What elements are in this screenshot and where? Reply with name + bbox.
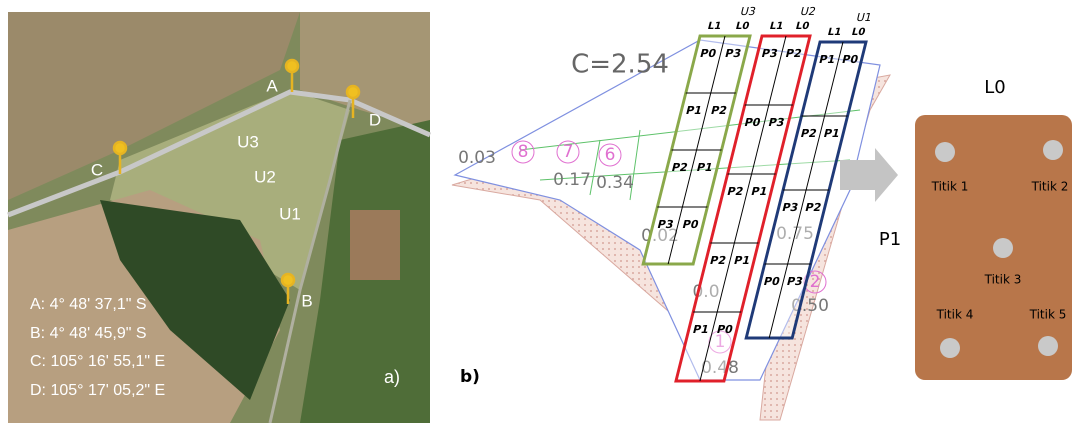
point-label: Titik 2	[1031, 180, 1069, 194]
point-label: Titik 4	[936, 308, 974, 322]
sample-point	[940, 338, 960, 358]
cell-label: P3	[767, 116, 786, 129]
cell-label: P2	[709, 254, 728, 267]
zone-number: 8	[518, 142, 529, 162]
strip-name: U2	[799, 5, 817, 18]
cell-label: P3	[785, 275, 804, 288]
zone-value: 0.03	[458, 148, 496, 168]
zone-value: 0.17	[553, 170, 591, 190]
coordinate: C: 105° 16' 55,1" E	[30, 353, 165, 370]
point-label: Titik 1	[931, 180, 969, 194]
cell-label: P1	[733, 254, 752, 267]
cell-label: P2	[804, 201, 823, 214]
cell-label: P3	[656, 218, 675, 231]
figure: ABCDU3U2U1A: 4° 48' 37,1" SB: 4° 48' 45,…	[0, 0, 1079, 423]
plot-label: P1	[879, 229, 901, 250]
sample-point	[993, 238, 1013, 258]
plot-label: U2	[254, 167, 276, 186]
coordinate: B: 4° 48' 45,9" S	[30, 325, 147, 342]
cell-label: P1	[818, 53, 837, 66]
cell-label: P1	[695, 161, 714, 174]
line-label: L0	[794, 21, 810, 32]
zone-number: 2	[810, 272, 821, 292]
point-label: Titik 3	[984, 273, 1022, 287]
line-label: L1	[706, 21, 722, 32]
sample-point	[1043, 140, 1063, 160]
strip-name: U1	[855, 11, 873, 24]
cell-label: P2	[726, 185, 745, 198]
point-label: Titik 5	[1029, 308, 1067, 322]
plot-label: U3	[237, 132, 259, 151]
coordinate: A: 4° 48' 37,1" S	[30, 296, 147, 313]
line-label: L1	[826, 27, 842, 38]
marker-label: A	[266, 76, 278, 95]
cell-label: P1	[750, 185, 769, 198]
zone-number: 6	[605, 145, 616, 165]
cell-label: P2	[799, 127, 818, 140]
page: ABCDU3U2U1A: 4° 48' 37,1" SB: 4° 48' 45,…	[0, 0, 1079, 423]
line-label: L0	[850, 27, 866, 38]
marker-label: C	[91, 160, 103, 179]
strip-name: U3	[739, 5, 757, 18]
coordinate: D: 105° 17' 05,2" E	[30, 382, 165, 399]
cell-label: P2	[670, 161, 689, 174]
cell-label: P3	[781, 201, 800, 214]
line-label: L1	[768, 21, 784, 32]
sample-point	[1038, 336, 1058, 356]
zone-value: 0.34	[596, 173, 634, 193]
cell-label: P2	[709, 104, 728, 117]
marker-label: B	[301, 291, 312, 310]
cell-label: P1	[691, 323, 710, 336]
marker-label: D	[369, 110, 381, 129]
panel-label: a)	[384, 367, 400, 387]
zone-number: 7	[563, 142, 574, 162]
c-value: C=2.54	[571, 50, 669, 80]
plot-label: U1	[279, 204, 301, 223]
cell-label: P1	[684, 104, 703, 117]
cell-label: P1	[822, 127, 841, 140]
cell-label: P2	[784, 47, 803, 60]
cell-label: P3	[760, 47, 779, 60]
cell-label: P3	[724, 47, 743, 60]
sample-point	[935, 142, 955, 162]
line-label: L0	[734, 21, 750, 32]
detail-title: L0	[984, 77, 1005, 98]
panel-label: b)	[460, 367, 480, 387]
